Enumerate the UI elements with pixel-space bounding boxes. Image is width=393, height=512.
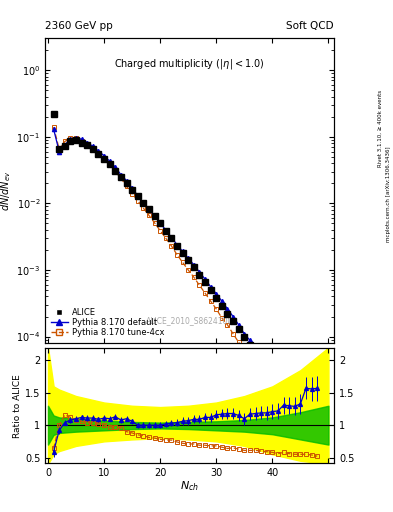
Y-axis label: $dN/dN_{ev}$: $dN/dN_{ev}$ [0,170,13,211]
Text: 2360 GeV pp: 2360 GeV pp [45,21,113,31]
Text: ALICE_2010_S8624100: ALICE_2010_S8624100 [146,316,233,325]
Y-axis label: Ratio to ALICE: Ratio to ALICE [13,374,22,438]
Text: Charged multiplicity $(|\eta| < 1.0)$: Charged multiplicity $(|\eta| < 1.0)$ [114,57,265,71]
Text: Rivet 3.1.10, ≥ 400k events: Rivet 3.1.10, ≥ 400k events [378,90,383,166]
X-axis label: $N_{ch}$: $N_{ch}$ [180,480,199,494]
Legend: ALICE, Pythia 8.170 default, Pythia 8.170 tune-4cx: ALICE, Pythia 8.170 default, Pythia 8.17… [50,306,166,339]
Text: mcplots.cern.ch [arXiv:1306.3436]: mcplots.cern.ch [arXiv:1306.3436] [386,147,391,242]
Text: Soft QCD: Soft QCD [286,21,334,31]
